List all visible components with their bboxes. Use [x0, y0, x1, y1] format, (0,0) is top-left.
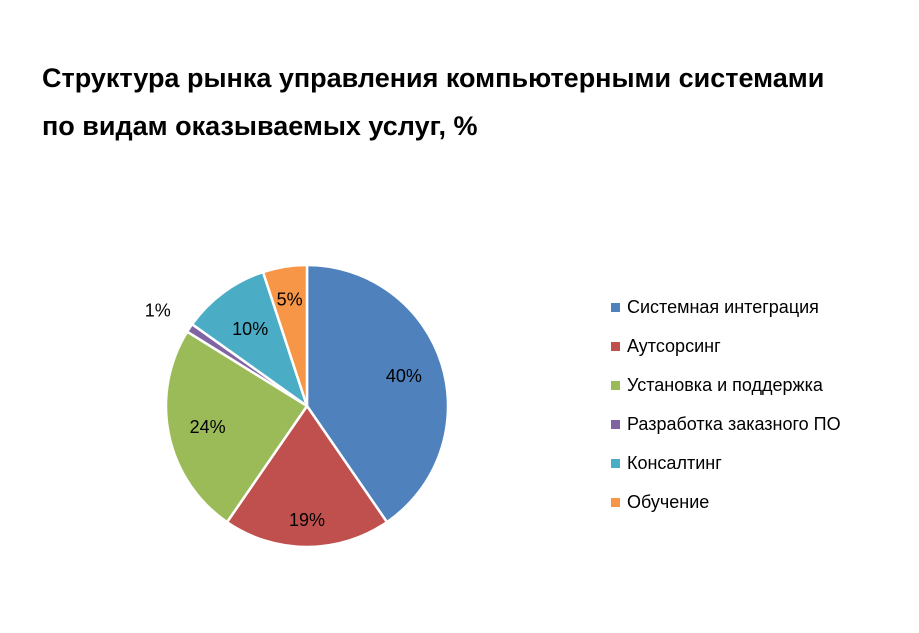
pie-slice: [261, 263, 309, 408]
legend-label: Системная интеграция: [627, 297, 819, 317]
data-label: 19%: [289, 510, 325, 530]
pie-slices: [164, 263, 450, 549]
data-label: 40%: [386, 366, 422, 386]
legend-item: Обучение: [611, 483, 841, 522]
legend-label: Обучение: [627, 492, 710, 512]
data-label: 24%: [190, 417, 226, 437]
pie-slice: [305, 263, 450, 524]
legend-label: Разработка заказного ПО: [627, 414, 841, 434]
legend-swatch: [611, 303, 620, 312]
legend-swatch: [611, 498, 620, 507]
legend-item: Разработка заказного ПО: [611, 405, 841, 444]
legend-item: Консалтинг: [611, 444, 841, 483]
legend-swatch: [611, 420, 620, 429]
legend-item: Системная интеграция: [611, 288, 841, 327]
legend-swatch: [611, 342, 620, 351]
legend-label: Установка и поддержка: [627, 375, 823, 395]
legend-label: Аутсорсинг: [627, 336, 721, 356]
legend-item: Установка и поддержка: [611, 366, 841, 405]
legend-swatch: [611, 459, 620, 468]
legend-swatch: [611, 381, 620, 390]
data-label: 10%: [232, 319, 268, 339]
legend-label: Консалтинг: [627, 453, 722, 473]
chart-title: Структура рынка управления компьютерными…: [42, 63, 825, 141]
data-label: 5%: [277, 289, 303, 309]
legend-item: Аутсорсинг: [611, 327, 841, 366]
pie-slice: [225, 404, 389, 549]
pie-slice: [164, 330, 309, 524]
chart-legend: Системная интеграция Аутсорсинг Установка …: [611, 288, 841, 522]
pie-slice: [190, 270, 309, 408]
data-label: 1%: [145, 301, 171, 321]
pie-data-labels: 40% 19% 24% 1% 10% 5%: [145, 289, 422, 530]
